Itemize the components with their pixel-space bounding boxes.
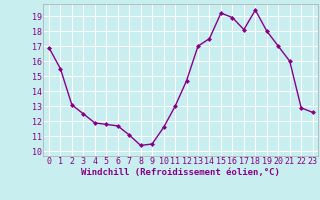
X-axis label: Windchill (Refroidissement éolien,°C): Windchill (Refroidissement éolien,°C) xyxy=(81,168,280,177)
